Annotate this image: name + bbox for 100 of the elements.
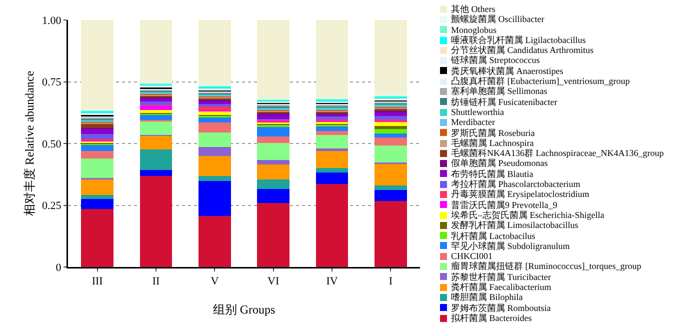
bar <box>198 117 231 123</box>
bar <box>316 150 348 168</box>
x-tick-label: IV <box>326 276 338 288</box>
legend-label: 乳杆菌属 Lactobacilus <box>451 230 536 241</box>
legend-label: CHKCI001 <box>451 251 493 262</box>
legend-label: 链球菌属 Streptococcus <box>451 55 540 66</box>
bar <box>198 106 231 111</box>
bar <box>198 181 231 216</box>
bar <box>140 136 172 150</box>
bar <box>140 20 172 83</box>
bar <box>257 142 290 160</box>
bar <box>374 201 407 267</box>
bar <box>257 127 290 137</box>
bar <box>374 138 407 146</box>
bar <box>140 122 172 135</box>
bar <box>374 20 407 95</box>
bar <box>374 190 407 202</box>
bar <box>81 150 114 158</box>
bar <box>257 189 290 203</box>
bar <box>140 114 172 120</box>
legend-label: 罕见小球菌属 Subdoligranulum <box>451 240 570 252</box>
bar <box>257 179 290 190</box>
legend-label: 拟杆菌属 Bacteroides <box>451 312 532 324</box>
bar <box>198 176 231 182</box>
legend-label: 埃希氏–志贺氏菌属 Escherichia-Shigella <box>451 210 604 220</box>
y-axis-title: 相对丰度 Relative abundance <box>22 70 36 216</box>
bar <box>374 164 407 186</box>
bar <box>374 129 407 134</box>
bar <box>316 184 348 267</box>
legend-label: 瘤胃球菌属扭链群 [Ruminococcus]_torques_group <box>451 261 642 272</box>
bar <box>198 156 231 176</box>
bar <box>198 122 231 133</box>
x-tick-label: I <box>388 276 393 288</box>
bar <box>374 122 407 126</box>
legend-label: 凸腹真杆菌群 [Eubacterium]_ventriosum_group <box>451 76 630 86</box>
bar <box>140 170 172 176</box>
bar <box>374 112 407 116</box>
bar <box>81 145 114 151</box>
bar <box>316 168 348 172</box>
legend-label: 颤螺旋菌属 Oscillibacter <box>451 14 544 25</box>
legend-label: Merdibacter <box>451 117 495 128</box>
bar <box>257 202 290 267</box>
legend-label: 发酵乳杆菌属 Limosilactobacillus <box>451 220 578 231</box>
x-tick-label: II <box>152 276 160 288</box>
y-tick-label: 0 <box>56 262 62 274</box>
bar <box>316 20 348 98</box>
bar <box>374 126 407 130</box>
bar <box>81 124 114 128</box>
bar <box>374 134 407 138</box>
bar <box>257 164 290 180</box>
bar <box>316 130 348 135</box>
bar <box>81 179 114 195</box>
x-tick-label: V <box>210 276 219 288</box>
y-tick-label: 1.00 <box>42 14 62 27</box>
bar <box>198 20 231 86</box>
bar <box>316 148 348 151</box>
legend-label: 苏黎世杆菌属 Turicibacter <box>451 272 551 282</box>
bar <box>198 146 231 156</box>
bar <box>257 160 290 164</box>
legend-label: 罗斯氏菌属 Roseburia <box>451 128 535 138</box>
bar <box>140 106 172 110</box>
y-tick-label: 0.25 <box>42 200 62 212</box>
x-tick-label: VI <box>268 276 280 288</box>
bar <box>81 194 114 200</box>
bar <box>198 132 231 147</box>
x-tick-label: III <box>92 276 104 288</box>
bar <box>81 20 114 110</box>
bar <box>257 20 290 98</box>
x-axis-title: 组别 Groups <box>212 302 276 316</box>
legend-label: 假单胞菌属 Pseudomonas <box>451 158 548 169</box>
bar <box>316 126 348 131</box>
legend-label: 毛螺菌科NK4A136群 Lachnospiraceae_NK4A136_group <box>451 148 664 158</box>
bar <box>198 104 231 107</box>
bar <box>140 102 172 105</box>
legend-label: Shuttleworthia <box>451 106 504 118</box>
bar <box>81 158 114 178</box>
bar <box>316 134 348 148</box>
bar <box>198 101 231 104</box>
bar <box>374 186 407 190</box>
legend-label: Monoglobus <box>451 24 497 35</box>
bar <box>257 114 290 119</box>
bar <box>140 176 172 267</box>
bar <box>198 112 231 115</box>
bar <box>81 128 114 134</box>
bar <box>81 199 114 209</box>
legend-label: 丹毒荚膜菌属 Erysipelatoclostridium <box>451 189 590 200</box>
bar <box>257 136 290 143</box>
legend-label: 纺锤链杆属 Fusicatenibacter <box>451 96 558 107</box>
bar <box>140 150 172 170</box>
bar <box>316 172 348 184</box>
bar <box>374 116 407 120</box>
bar <box>140 110 172 113</box>
legend-label: 毛螺菌属 Lachnospira <box>451 138 534 148</box>
bar <box>140 98 172 102</box>
legend-label: 布劳特氏菌属 Blautia <box>451 168 534 180</box>
legend-label: 粪杆菌属 Faecalibacterium <box>451 282 552 292</box>
legend-label: 唾液联合乳杆菌属 Ligilactobacillus <box>451 34 586 46</box>
y-tick-label: 0.50 <box>42 138 62 150</box>
bar <box>81 208 114 267</box>
legend-label: 塞利单胞菌属 Sellimonas <box>451 86 548 97</box>
